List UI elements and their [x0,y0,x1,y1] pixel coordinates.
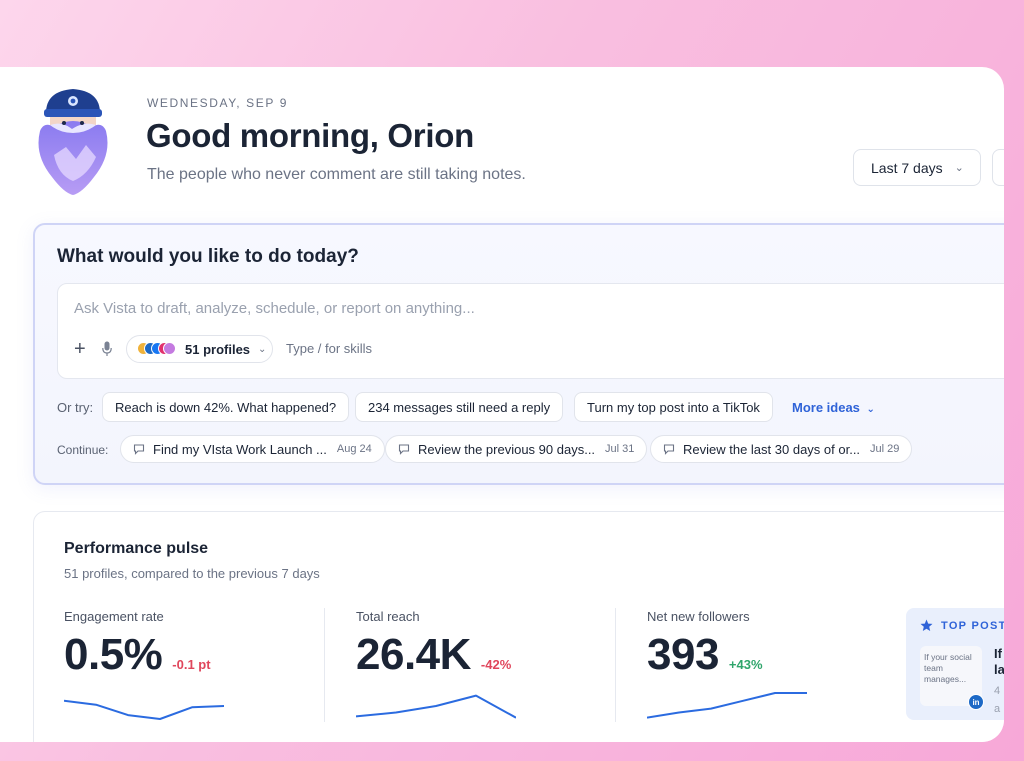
metric-label: Total reach [356,609,420,624]
suggestion-chip[interactable]: Reach is down 42%. What happened? [102,392,350,422]
profiles-selector[interactable]: 51 profiles ⌄ [126,335,273,363]
metric-value: 26.4K [356,630,471,679]
profile-network-icons [137,340,177,358]
metric-delta: -0.1 pt [172,657,211,672]
metric-label: Net new followers [647,609,750,624]
continue-chip-date: Jul 29 [870,443,900,455]
or-try-label: Or try: [57,400,94,415]
date-range-dropdown[interactable]: Last 7 days ⌄ [853,149,981,186]
metric-divider [324,608,325,722]
top-post-meta-line: 4 [994,685,1001,697]
continue-chip-text: Review the previous 90 days... [418,441,596,457]
top-post-text: If la [994,646,1004,678]
sparkline-path [64,699,224,720]
continue-chip-text: Find my VIsta Work Launch ... [153,441,327,457]
metric-label: Engagement rate [64,609,164,624]
performance-subtitle: 51 profiles, compared to the previous 7 … [64,566,320,581]
top-post-meta: 4 a [994,682,1000,718]
chevron-down-icon: ⌄ [866,404,875,415]
top-post-text-line: la [994,662,1004,677]
header-date: WEDNESDAY, SEP 9 [147,96,288,110]
chat-bubble-icon [133,444,145,455]
continue-chip-date: Aug 24 [336,443,372,455]
continue-chip[interactable]: Review the last 30 days of or... Jul 29 [650,435,913,463]
more-ideas-label: More ideas [792,400,860,415]
chat-bubble-icon [398,444,410,455]
top-post-meta-line: a [994,703,1001,715]
metric-divider [615,608,616,722]
metric-delta: +43% [728,657,763,672]
profiles-count: 51 profiles [185,341,251,357]
ask-input[interactable] [74,300,974,317]
performance-title: Performance pulse [64,540,209,557]
ask-title: What would you like to do today? [57,246,359,267]
sparkline-path [356,694,516,719]
reach-sparkline [356,694,516,719]
performance-card: Performance pulse 51 profiles, compared … [33,511,1004,742]
star-icon [920,619,933,631]
page-title: Good morning, Orion [146,117,474,154]
header-action-button[interactable] [992,149,1004,186]
metric-total-reach[interactable]: Total reach 26.4K -42% [356,609,616,680]
metric-value: 0.5% [64,630,163,679]
skills-hint: Type / for skills [286,341,372,356]
sparkline-path [647,692,807,719]
suggestion-chip[interactable]: Turn my top post into a TikTok [574,392,773,422]
followers-sparkline [647,692,807,719]
date-range-label: Last 7 days [871,159,943,176]
metric-value: 393 [647,630,719,679]
metric-engagement-rate[interactable]: Engagement rate 0.5% -0.1 pt [64,609,324,680]
continue-chip[interactable]: Find my VIsta Work Launch ... Aug 24 [120,435,385,463]
continue-chip-text: Review the last 30 days of or... [683,441,861,457]
avatar[interactable] [30,85,116,197]
more-ideas-button[interactable]: More ideas ⌄ [792,400,875,415]
engagement-sparkline [64,699,224,720]
chevron-down-icon: ⌄ [258,343,267,355]
top-post-text-line: If [994,646,1002,661]
metric-delta: -42% [480,657,512,672]
profile-icon [163,342,176,355]
chevron-down-icon: ⌄ [954,162,964,174]
header-subtitle: The people who never comment are still t… [147,166,526,183]
linkedin-icon: in [968,694,984,710]
chat-bubble-icon [663,444,675,455]
dashboard-window: WEDNESDAY, SEP 9 Good morning, Orion The… [0,67,1004,742]
continue-chip[interactable]: Review the previous 90 days... Jul 31 [385,435,648,463]
suggestion-chip[interactable]: 234 messages still need a reply [355,392,564,422]
ask-panel: What would you like to do today? + 51 pr… [33,223,1004,485]
metric-net-new-followers[interactable]: Net new followers 393 +43% [647,609,907,680]
continue-chip-date: Jul 31 [605,443,635,455]
continue-label: Continue: [57,443,109,457]
composer: + 51 profiles ⌄ Type / for skills [57,283,1004,379]
microphone-icon[interactable] [102,341,112,357]
top-post-label: TOP POST [941,620,1004,632]
top-post-card[interactable]: TOP POST If your social team manages... … [906,608,1004,720]
plus-icon[interactable]: + [74,338,86,360]
